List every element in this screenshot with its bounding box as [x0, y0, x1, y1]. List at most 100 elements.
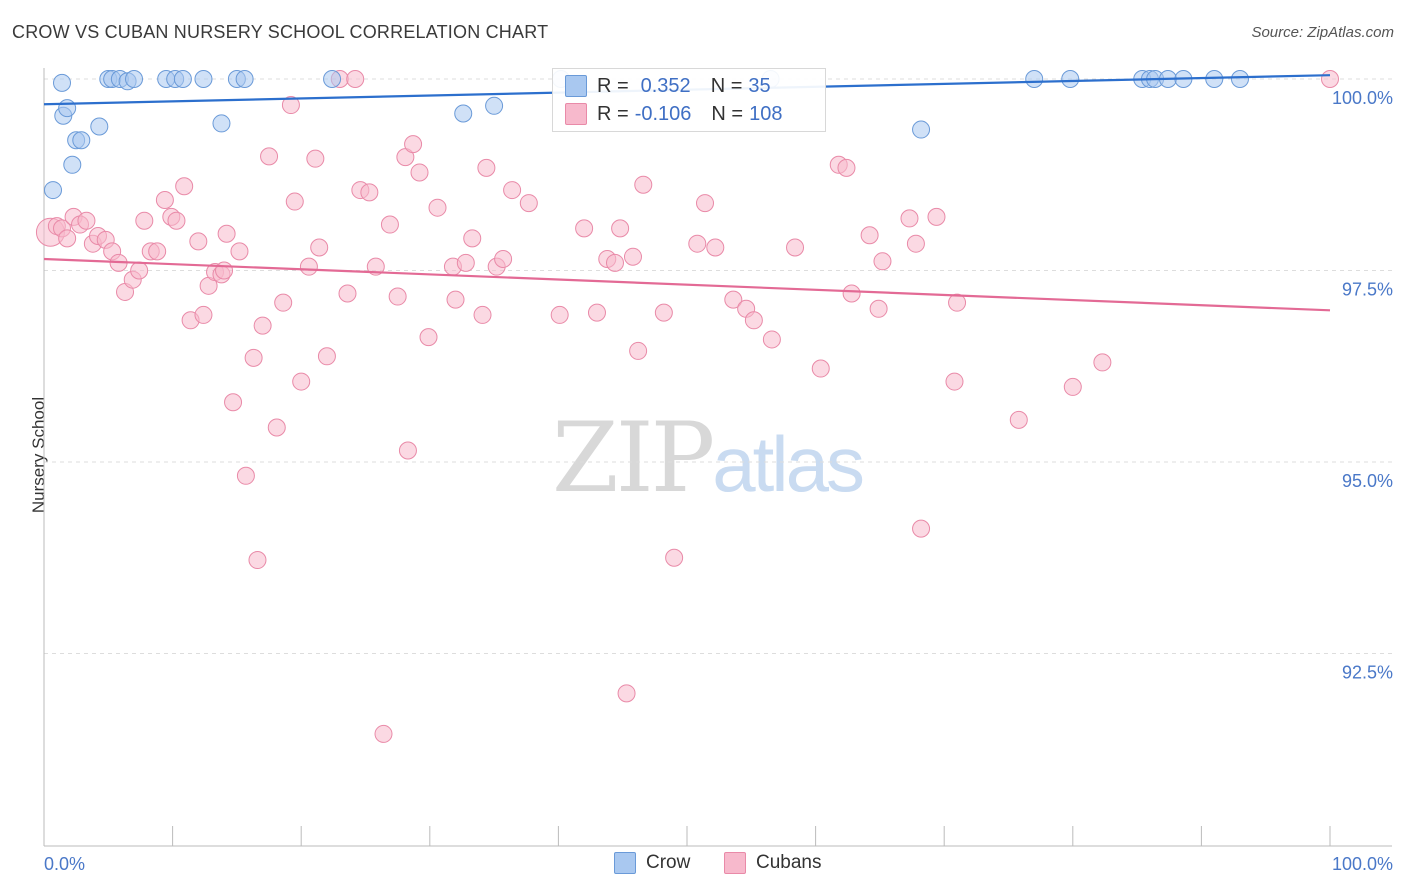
crow-point: [53, 73, 72, 92]
cubans-point: [1093, 353, 1112, 372]
cubans-point: [253, 316, 272, 335]
series-legend: Crow Cubans: [0, 852, 1406, 878]
cubans-point: [346, 70, 365, 88]
crow-point: [173, 70, 192, 88]
cubans-point: [575, 219, 594, 238]
crow-legend-label: Crow: [646, 852, 691, 873]
cubans-point: [786, 238, 805, 257]
y-tick-label: 92.5%: [1342, 663, 1393, 683]
cubans-point: [374, 724, 393, 743]
correlation-legend: R = 0.352 N = 35 R = -0.106 N = 108: [552, 68, 826, 132]
crow-legend-swatch: [614, 852, 636, 874]
legend-row-cubans: R = -0.106 N = 108: [565, 101, 782, 127]
cubans-point: [724, 290, 743, 309]
crow-r-label: R =: [597, 74, 629, 97]
cubans-point: [175, 177, 194, 196]
crow-point: [454, 104, 473, 123]
y-tick-label: 100.0%: [1332, 88, 1393, 108]
cubans-point: [148, 242, 167, 261]
x-tick-label-max: 100.0%: [1332, 854, 1393, 874]
cubans-point: [629, 341, 648, 360]
cubans-trend-line: [43, 257, 1331, 312]
cubans-point: [860, 226, 879, 245]
cubans-point: [292, 372, 311, 391]
y-tick-label: 97.5%: [1342, 280, 1393, 300]
watermark-zip: ZIP: [552, 402, 715, 514]
cubans-point: [224, 393, 243, 412]
cubans-point: [811, 359, 830, 378]
cubans-point: [248, 551, 267, 570]
cubans-point: [1321, 70, 1339, 88]
cubans-point: [550, 305, 569, 324]
cubans-point: [428, 198, 447, 217]
x-tick-label-min: 0.0%: [44, 854, 85, 874]
crow-r-value: 0.352: [640, 74, 691, 97]
cubans-point: [873, 252, 892, 271]
cubans-point: [617, 684, 636, 703]
crow-point: [485, 96, 504, 115]
cubans-point: [605, 253, 624, 272]
cubans-point: [869, 299, 888, 318]
cubans-point: [665, 548, 684, 567]
cubans-point: [623, 247, 642, 266]
cubans-point: [388, 287, 407, 306]
cubans-point: [494, 250, 513, 269]
crow-point: [912, 120, 931, 139]
cubans-point: [456, 253, 475, 272]
crow-point: [194, 70, 213, 88]
cubans-point: [215, 261, 234, 280]
legend-item-cubans[interactable]: Cubans: [724, 852, 822, 874]
crow-n-value: 35: [748, 74, 771, 97]
cubans-point: [477, 158, 496, 177]
legend-item-crow[interactable]: Crow: [614, 852, 690, 874]
crow-point: [125, 70, 144, 88]
cubans-point: [306, 149, 325, 168]
cubans-point: [1009, 410, 1028, 429]
y-tick-label: 95.0%: [1342, 471, 1393, 491]
crow-point: [63, 155, 82, 174]
cubans-point: [130, 261, 149, 280]
cubans-point: [360, 183, 379, 202]
cubans-r-label: R =: [597, 102, 629, 125]
crow-point: [1025, 70, 1044, 88]
cubans-point: [155, 191, 174, 210]
cubans-points: [35, 70, 1339, 743]
cubans-r-value: -0.106: [634, 102, 692, 125]
crow-point: [1061, 70, 1080, 88]
tick-labels: 92.5% 95.0% 97.5% 100.0% 0.0% 100.0%: [44, 88, 1393, 874]
crow-point: [212, 114, 231, 133]
cubans-point: [410, 163, 429, 182]
cubans-point: [654, 303, 673, 322]
cubans-point: [706, 238, 725, 257]
cubans-point: [244, 348, 263, 367]
crow-point: [58, 99, 77, 118]
cubans-point: [837, 158, 856, 177]
watermark-atlas: atlas: [712, 420, 865, 508]
cubans-point: [906, 234, 925, 253]
cubans-point: [587, 303, 606, 322]
cubans-point: [77, 211, 96, 230]
cubans-point: [285, 192, 304, 211]
cubans-point: [189, 232, 208, 251]
cubans-point: [167, 211, 186, 230]
grid-lines: [44, 78, 1392, 654]
cubans-point: [366, 257, 385, 276]
crow-n-label: N =: [710, 74, 743, 97]
source-label: Source: ZipAtlas.com: [1251, 24, 1394, 41]
cubans-point: [260, 147, 279, 166]
cubans-point: [317, 347, 336, 366]
legend-row-crow: R = 0.352 N = 35: [565, 73, 771, 99]
cubans-point: [945, 372, 964, 391]
crow-point: [72, 131, 91, 150]
cubans-point: [463, 229, 482, 248]
cubans-point: [274, 293, 293, 312]
cubans-point: [842, 284, 861, 303]
cubans-point: [744, 311, 763, 330]
crow-swatch: [565, 75, 587, 97]
cubans-point: [762, 330, 781, 349]
watermark: ZIPatlas: [552, 402, 865, 514]
cubans-point: [927, 207, 946, 226]
chart-title: CROW VS CUBAN NURSERY SCHOOL CORRELATION…: [12, 22, 549, 42]
cubans-point: [912, 519, 931, 538]
cubans-point: [230, 242, 249, 261]
